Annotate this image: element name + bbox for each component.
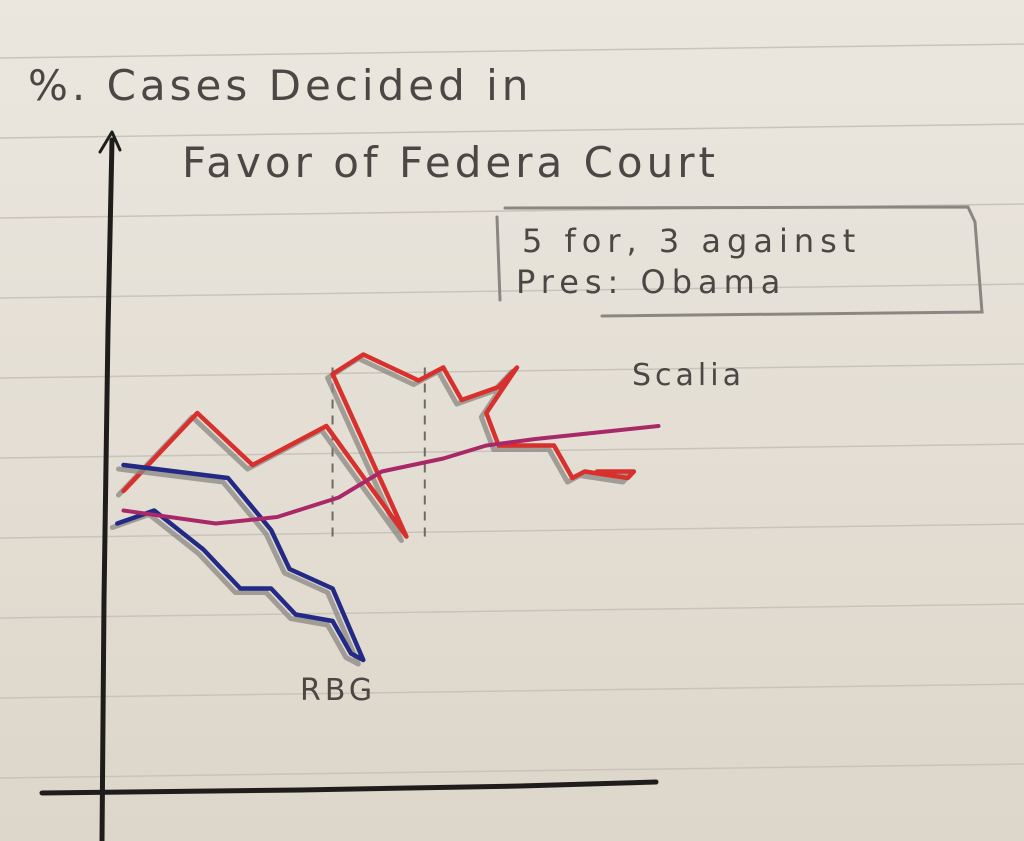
ruled-line <box>0 763 1024 779</box>
series-label-rbg: RBG <box>300 673 376 708</box>
annotation-line-1: 5 for, 3 against <box>522 222 861 260</box>
chart-title-line-2: Favor of Federa Court <box>182 138 719 187</box>
series-line-trend <box>121 424 661 526</box>
series-pencil-shadow-1 <box>109 466 361 667</box>
ruled-line <box>0 603 1024 619</box>
series-layer <box>109 352 661 667</box>
annotation-box <box>495 205 984 318</box>
series-label-scalia: Scalia <box>632 358 745 393</box>
series-line-rbg <box>115 462 366 663</box>
annotation-line-2: Pres: Obama <box>516 263 786 301</box>
ruled-line <box>0 43 1024 59</box>
y-axis <box>99 137 115 841</box>
period-markers <box>331 367 426 543</box>
chart-title-line-1: %. Cases Decided in <box>28 61 532 110</box>
ruled-line <box>0 683 1024 699</box>
ruled-line <box>0 523 1024 539</box>
ruled-line <box>0 283 1024 299</box>
ruled-line <box>0 123 1024 139</box>
x-axis <box>39 779 659 796</box>
y-axis-arrowhead <box>98 130 122 154</box>
series-line-scalia <box>121 352 637 539</box>
